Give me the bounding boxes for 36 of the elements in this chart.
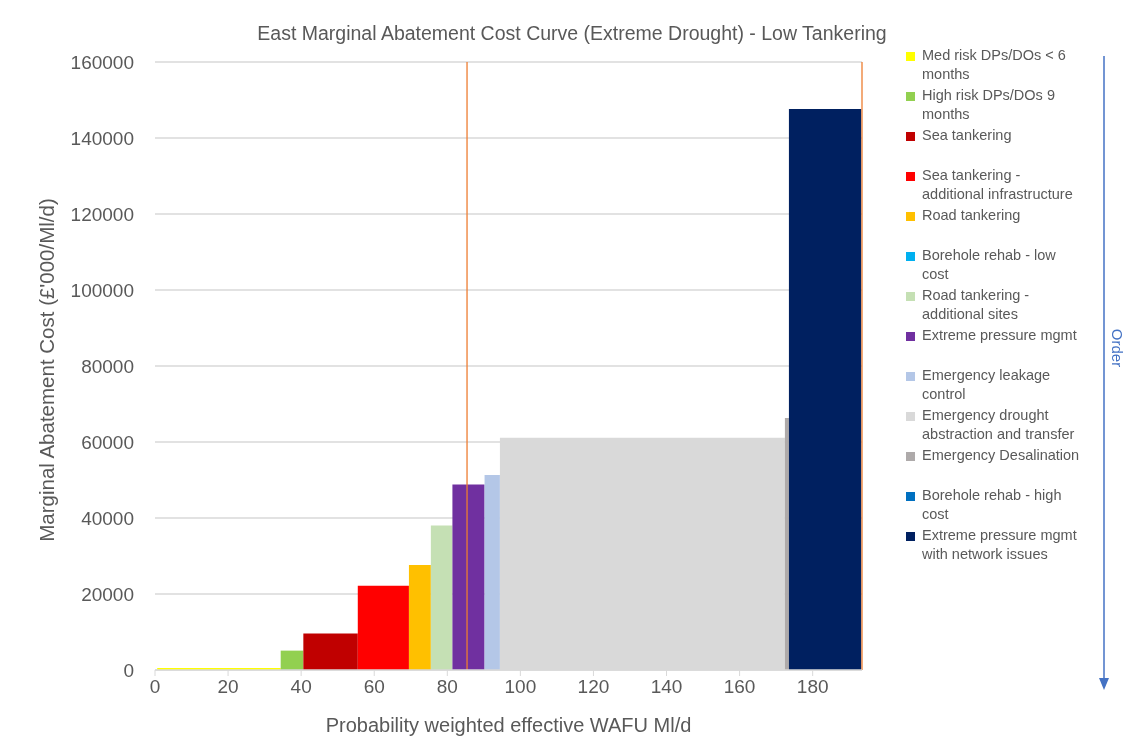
y-tick-label: 100000 — [70, 279, 134, 301]
y-tick-label: 40000 — [81, 507, 134, 529]
y-axis-title: Marginal Abatement Cost (£'000/Ml/d) — [35, 198, 59, 542]
legend-label: Med risk DPs/DOs < 6 months — [922, 46, 1067, 84]
legend-label: Emergency Desalination — [922, 446, 1081, 465]
y-tick-label: 160000 — [70, 51, 134, 73]
x-tick-label: 80 — [436, 676, 458, 698]
x-axis-title: Probability weighted effective WAFU Ml/d — [324, 714, 693, 737]
legend-label: Road tankering — [922, 206, 1022, 225]
x-tick-label: 140 — [650, 676, 683, 698]
legend-label: High risk DPs/DOs 9 months — [922, 86, 1056, 124]
legend-label: Emergency drought abstraction and transfer — [922, 406, 1076, 444]
legend-label: Road tankering - additional sites — [922, 286, 1031, 324]
x-tick-label: 40 — [290, 676, 312, 698]
y-tick-label: 20000 — [81, 583, 134, 605]
x-tick-label: 180 — [796, 676, 829, 698]
legend-label: Borehole rehab - low cost — [922, 246, 1057, 284]
y-tick-label: 140000 — [70, 127, 134, 149]
legend-label: Sea tankering - additional infrastructure — [922, 166, 1074, 204]
x-tick-label: 0 — [149, 676, 161, 698]
legend-label: Extreme pressure mgmt with network issues — [922, 526, 1078, 564]
legend-label: Extreme pressure mgmt — [922, 326, 1078, 345]
chart-title: East Marginal Abatement Cost Curve (Extreme Drought) - Low Tankering — [256, 22, 888, 45]
legend-label: Sea tankering — [922, 126, 1013, 145]
legend-label: Emergency leakage control — [922, 366, 1052, 404]
y-tick-label: 120000 — [70, 203, 134, 225]
legend-label: Borehole rehab - high cost — [922, 486, 1063, 524]
y-tick-label: 0 — [123, 659, 134, 681]
x-tick-label: 20 — [217, 676, 239, 698]
x-tick-label: 100 — [504, 676, 537, 698]
x-tick-label: 160 — [723, 676, 756, 698]
text: Order — [1108, 328, 1126, 368]
y-tick-label: 60000 — [81, 431, 134, 453]
x-tick-label: 60 — [363, 676, 385, 698]
x-tick-label: 120 — [577, 676, 610, 698]
y-tick-label: 80000 — [81, 355, 134, 377]
